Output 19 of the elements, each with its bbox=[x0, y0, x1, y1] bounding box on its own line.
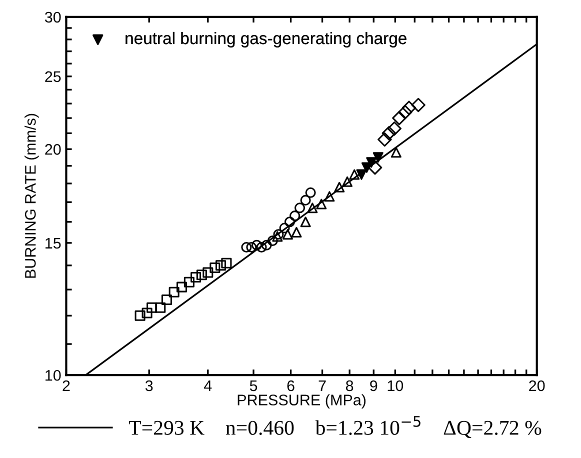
x-tick-label: 20 bbox=[529, 380, 545, 392]
x-tick-label: 9 bbox=[370, 380, 378, 392]
x-tick-label: 6 bbox=[287, 380, 294, 392]
x-tick-label: 3 bbox=[145, 380, 153, 392]
text: T=293 K n=0.460 b=1.23 10$^{−5}$ ΔQ=2.72 % bbox=[129, 416, 542, 438]
y-tick-label: 30 bbox=[44, 12, 61, 23]
x-tick-label: 10 bbox=[388, 380, 404, 392]
legend-label: neutral burning gas-generating charge bbox=[126, 32, 406, 48]
x-tick-label: 7 bbox=[318, 380, 326, 392]
y-tick-label: 25 bbox=[45, 71, 61, 82]
x-tick-label: 5 bbox=[250, 380, 258, 392]
x-tick-label: 4 bbox=[204, 380, 212, 392]
x-tick-label: 2 bbox=[62, 380, 70, 392]
y-tick-label: 15 bbox=[46, 238, 61, 249]
y-tick-label: 10 bbox=[46, 370, 61, 381]
y-axis-title: BURNING RATE (mm/s) bbox=[24, 114, 39, 278]
y-tick-label: 20 bbox=[45, 144, 61, 155]
x-tick-label: 8 bbox=[346, 380, 354, 392]
x-axis-title: PRESSURE (MPa) bbox=[238, 394, 366, 408]
